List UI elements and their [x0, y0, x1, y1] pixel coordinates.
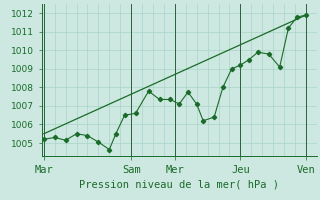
X-axis label: Pression niveau de la mer( hPa ): Pression niveau de la mer( hPa ): [79, 179, 279, 189]
